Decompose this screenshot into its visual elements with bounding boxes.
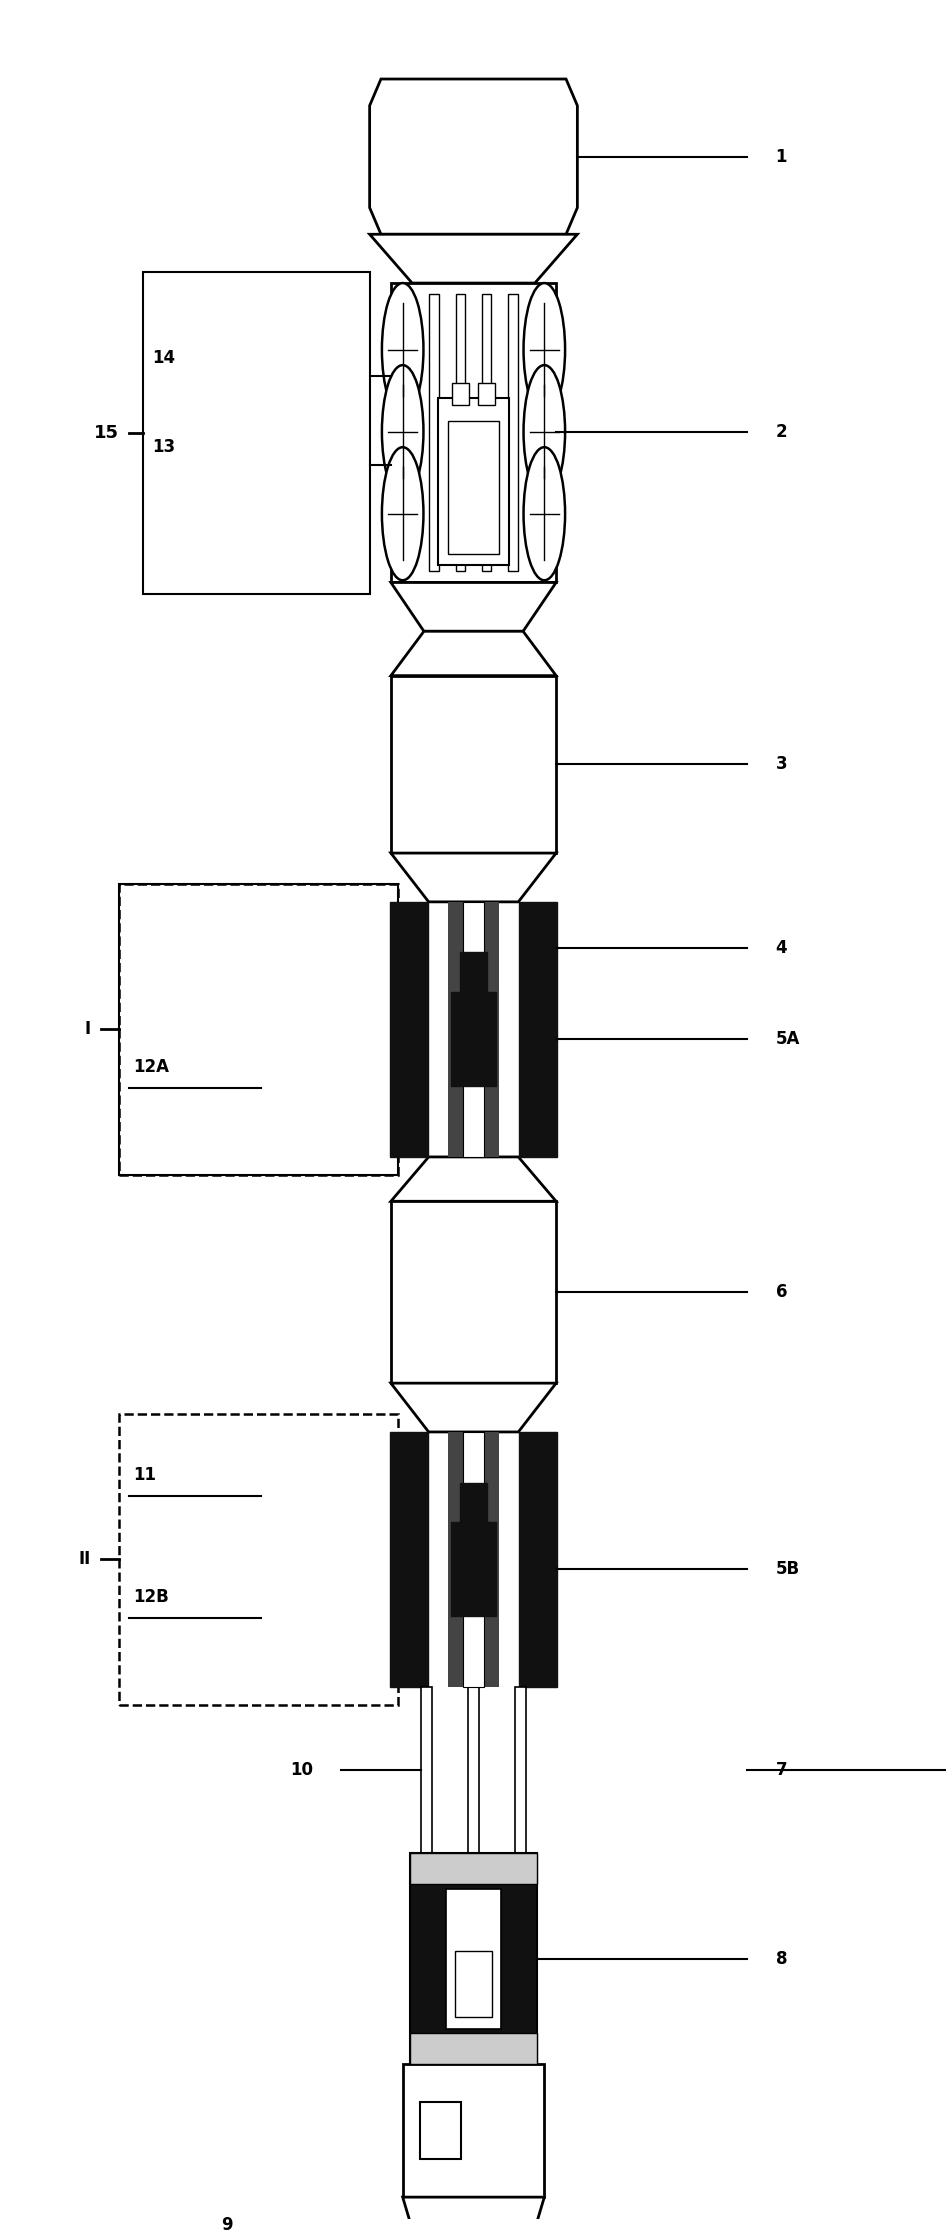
Bar [478, 460, 495, 483]
Bar [390, 1432, 428, 1687]
Bar [468, 1687, 479, 1854]
Text: 2: 2 [776, 422, 787, 440]
Bar [463, 903, 484, 1157]
Bar [391, 1202, 556, 1383]
Ellipse shape [382, 364, 423, 498]
Text: 7: 7 [776, 1760, 787, 1778]
Text: 9: 9 [221, 2216, 233, 2234]
Text: 11: 11 [134, 1466, 156, 1483]
Bar [451, 1521, 496, 1615]
Bar [478, 382, 495, 404]
Text: 5B: 5B [776, 1559, 800, 1577]
Bar [509, 295, 518, 572]
Text: 15: 15 [95, 424, 119, 442]
Bar [429, 295, 438, 572]
Bar [482, 295, 491, 572]
Bar [456, 295, 465, 572]
Text: 4: 4 [776, 938, 787, 956]
Text: 12A: 12A [134, 1059, 170, 1077]
Bar [452, 460, 469, 483]
Text: 6: 6 [776, 1282, 787, 1300]
Bar [438, 398, 509, 565]
Text: 1: 1 [776, 147, 787, 165]
Bar [119, 885, 398, 1175]
Bar [448, 420, 499, 554]
Bar [446, 1888, 501, 2028]
Bar [143, 273, 369, 594]
Bar [420, 2102, 461, 2160]
Bar [448, 903, 499, 1157]
Bar [455, 1950, 492, 2017]
Bar [519, 1432, 557, 1687]
Bar [515, 1687, 527, 1854]
Bar [420, 1687, 432, 1854]
Bar [519, 903, 557, 1157]
Text: I: I [85, 1021, 91, 1039]
Bar [463, 1432, 484, 1687]
Bar [390, 903, 428, 1157]
Polygon shape [402, 2196, 545, 2234]
Bar [391, 675, 556, 853]
Text: 14: 14 [152, 349, 175, 366]
Text: 5A: 5A [776, 1030, 800, 1048]
Polygon shape [369, 78, 578, 235]
Bar [451, 992, 496, 1086]
Bar [448, 1432, 499, 1687]
Ellipse shape [524, 364, 565, 498]
Ellipse shape [382, 284, 423, 416]
Text: 3: 3 [776, 755, 787, 773]
Text: 10: 10 [290, 1760, 313, 1778]
Ellipse shape [524, 447, 565, 581]
Polygon shape [391, 583, 556, 632]
Bar [460, 952, 487, 992]
Bar [119, 1414, 398, 1705]
Text: 8: 8 [776, 1950, 787, 1968]
Text: 13: 13 [152, 438, 175, 456]
Bar [460, 1483, 487, 1521]
Polygon shape [391, 632, 556, 675]
Ellipse shape [382, 447, 423, 581]
Polygon shape [391, 1383, 556, 1432]
Bar [410, 1854, 537, 1885]
Ellipse shape [524, 284, 565, 416]
Text: II: II [79, 1550, 91, 1568]
Bar [391, 284, 556, 583]
Bar [402, 2064, 545, 2196]
Polygon shape [369, 235, 578, 284]
Text: 12B: 12B [134, 1588, 170, 1606]
Bar [452, 382, 469, 404]
Polygon shape [391, 1157, 556, 1202]
Polygon shape [391, 853, 556, 903]
Bar [119, 885, 398, 1175]
Bar [410, 1854, 537, 2064]
Bar [410, 2033, 537, 2064]
